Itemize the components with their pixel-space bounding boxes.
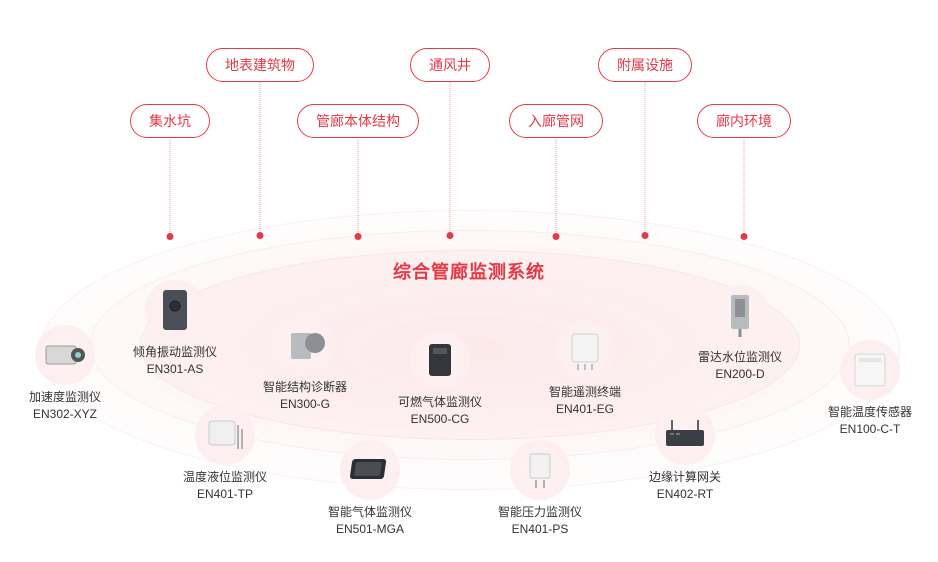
device-name: 边缘计算网关 <box>635 469 735 486</box>
device-model: EN402-RT <box>635 486 735 503</box>
device-temp-level: 温度液位监测仪 EN401-TP <box>175 405 275 503</box>
device-pressure: 智能压力监测仪 EN401-PS <box>490 440 590 538</box>
device-name: 智能气体监测仪 <box>320 504 420 521</box>
tag-surface-building: 地表建筑物 <box>206 48 314 82</box>
device-name: 温度液位监测仪 <box>175 469 275 486</box>
device-tilt-vibration: 倾角振动监测仪 EN301-AS <box>125 280 225 378</box>
device-name: 智能压力监测仪 <box>490 504 590 521</box>
device-model: EN401-TP <box>175 486 275 503</box>
device-telemetry: 智能遥测终端 EN401-EG <box>535 320 635 418</box>
pipe-gallery-monitoring-diagram: 地表建筑物 通风井 附属设施 集水坑 管廊本体结构 入廊管网 廊内环境 综合管廊… <box>0 0 938 562</box>
device-model: EN500-CG <box>390 411 490 428</box>
combustible-gas-icon <box>410 330 470 390</box>
device-model: EN401-PS <box>490 521 590 538</box>
edge-gateway-icon <box>655 405 715 465</box>
device-accelerometer: 加速度监测仪 EN302-XYZ <box>15 325 115 423</box>
device-combustible-gas: 可燃气体监测仪 EN500-CG <box>390 330 490 428</box>
connector-bot-1 <box>170 136 171 236</box>
device-radar-level: 雷达水位监测仪 EN200-D <box>690 285 790 383</box>
intelligent-gas-icon <box>340 440 400 500</box>
device-model: EN302-XYZ <box>15 406 115 423</box>
device-name: 智能结构诊断器 <box>255 379 355 396</box>
device-name: 加速度监测仪 <box>15 389 115 406</box>
device-name: 可燃气体监测仪 <box>390 394 490 411</box>
connector-bot-4 <box>744 136 745 236</box>
device-intelligent-gas: 智能气体监测仪 EN501-MGA <box>320 440 420 538</box>
device-model: EN300-G <box>255 396 355 413</box>
accelerometer-icon <box>35 325 95 385</box>
connector-top-3 <box>645 80 646 235</box>
connector-bot-3 <box>556 136 557 236</box>
device-temp-sensor: 智能温度传感器 EN100-C-T <box>820 340 920 438</box>
tag-environment: 廊内环境 <box>697 104 791 138</box>
structure-diag-icon <box>275 315 335 375</box>
temp-level-icon <box>195 405 255 465</box>
device-model: EN100-C-T <box>820 421 920 438</box>
device-name: 雷达水位监测仪 <box>690 349 790 366</box>
connector-top-1 <box>260 80 261 235</box>
device-name: 智能遥测终端 <box>535 384 635 401</box>
system-title: 综合管廊监测系统 <box>393 258 545 284</box>
tag-sump: 集水坑 <box>130 104 210 138</box>
device-model: EN501-MGA <box>320 521 420 538</box>
device-model: EN301-AS <box>125 361 225 378</box>
device-structure-diag: 智能结构诊断器 EN300-G <box>255 315 355 413</box>
connector-bot-2 <box>358 136 359 236</box>
tag-structure: 管廊本体结构 <box>297 104 419 138</box>
device-model: EN200-D <box>690 366 790 383</box>
radar-level-icon <box>710 285 770 345</box>
device-edge-gateway: 边缘计算网关 EN402-RT <box>635 405 735 503</box>
tag-auxiliary: 附属设施 <box>598 48 692 82</box>
device-model: EN401-EG <box>535 401 635 418</box>
tag-pipenet: 入廊管网 <box>509 104 603 138</box>
tag-vent-shaft: 通风井 <box>410 48 490 82</box>
device-name: 智能温度传感器 <box>820 404 920 421</box>
telemetry-icon <box>555 320 615 380</box>
pressure-icon <box>510 440 570 500</box>
connector-top-2 <box>450 80 451 235</box>
temp-sensor-icon <box>840 340 900 400</box>
tilt-sensor-icon <box>145 280 205 340</box>
device-name: 倾角振动监测仪 <box>125 344 225 361</box>
